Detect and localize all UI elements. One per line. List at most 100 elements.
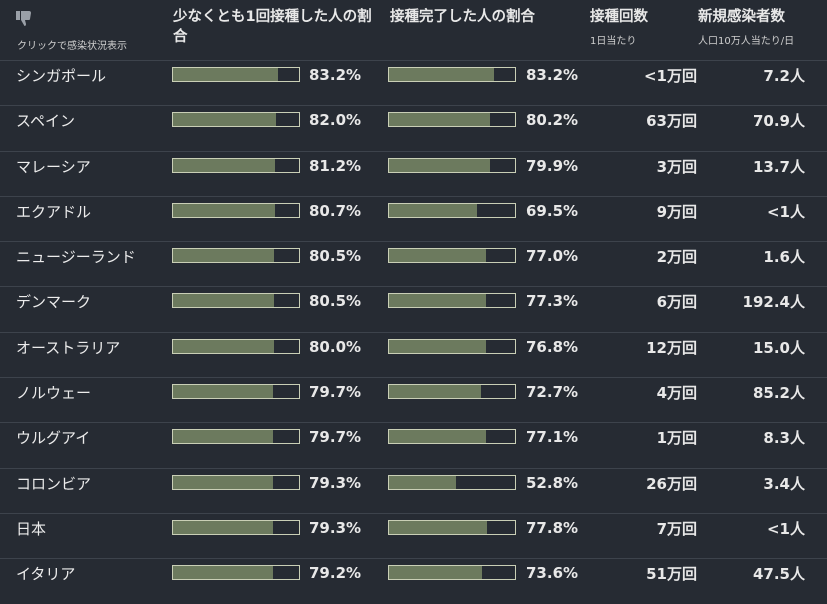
thumbs-down-icon[interactable] (15, 9, 33, 27)
country-name[interactable]: コロンビア (16, 474, 92, 493)
one-dose-bar-fill (173, 475, 273, 489)
country-name[interactable]: オーストラリア (16, 338, 121, 357)
full-dose-value: 69.5% (526, 201, 579, 220)
full-dose-bar-fill (389, 430, 487, 444)
full-dose-bar-fill (389, 113, 491, 127)
country-name[interactable]: ニュージーランド (16, 248, 136, 267)
table-row[interactable]: 日本 79.3% 77.8% 7万回 <1人 (0, 512, 827, 558)
click-hint[interactable]: クリックで感染状況表示 (17, 41, 127, 52)
full-dose-value: 80.2% (526, 111, 579, 130)
one-dose-bar-fill (173, 158, 276, 172)
country-name[interactable]: ノルウェー (16, 384, 92, 403)
one-dose-bar (172, 67, 300, 82)
new-cases-value: 1.6人 (763, 248, 805, 267)
full-dose-bar-fill (389, 566, 482, 580)
one-dose-value: 81.2% (309, 156, 362, 175)
table-row[interactable]: ウルグアイ 79.7% 77.1% 1万回 8.3人 (0, 422, 827, 467)
doses-per-day-value: 26万回 (646, 474, 697, 493)
country-name[interactable]: マレーシア (16, 157, 91, 176)
one-dose-bar-fill (173, 203, 275, 217)
doses-per-day-value: 3万回 (656, 157, 697, 176)
table-row[interactable]: エクアドル 80.7% 69.5% 9万回 <1人 (0, 195, 827, 241)
doses-per-day-value: 51万回 (646, 565, 697, 584)
one-dose-bar-fill (173, 249, 275, 263)
one-dose-bar (172, 474, 300, 490)
full-dose-bar (388, 429, 516, 445)
one-dose-value: 80.0% (309, 337, 362, 356)
full-dose-value: 77.0% (526, 247, 579, 266)
table-row[interactable]: コロンビア 79.3% 52.8% 26万回 3.4人 (0, 467, 827, 513)
country-name[interactable]: スペイン (16, 112, 75, 131)
header-cases[interactable]: 新規感染者数 (698, 9, 785, 25)
full-dose-bar-fill (389, 520, 488, 534)
table-body: シンガポール 83.2% 83.2% <1万回 7.2人 スペイン 82.0% 80.2% 63… (0, 60, 827, 604)
one-dose-value: 80.7% (309, 201, 362, 220)
full-dose-bar (388, 248, 516, 264)
one-dose-bar (172, 202, 300, 218)
full-dose-value: 77.1% (526, 428, 579, 447)
table-row[interactable]: オーストラリア 80.0% 76.8% 12万回 15.0人 (0, 331, 827, 377)
new-cases-value: 7.2人 (763, 67, 805, 85)
one-dose-value: 79.3% (309, 473, 362, 492)
full-dose-bar (388, 474, 516, 490)
one-dose-value: 79.7% (309, 428, 362, 447)
table-row[interactable]: ノルウェー 79.7% 72.7% 4万回 85.2人 (0, 377, 827, 422)
full-dose-value: 52.8% (526, 473, 579, 492)
new-cases-value: 3.4人 (763, 474, 805, 493)
full-dose-bar (388, 384, 516, 400)
header-one-dose[interactable]: 少なくとも1回接種した人の割合 (173, 9, 372, 45)
header-doses[interactable]: 接種回数 (590, 9, 648, 25)
country-name[interactable]: シンガポール (16, 67, 107, 85)
full-dose-bar (388, 112, 516, 128)
full-dose-bar-fill (389, 203, 477, 217)
country-name[interactable]: エクアドル (16, 202, 92, 221)
full-dose-value: 76.8% (526, 337, 579, 356)
country-name[interactable]: ウルグアイ (16, 429, 91, 448)
doses-per-day-value: <1万回 (643, 67, 697, 85)
table-row[interactable]: イタリア 79.2% 73.6% 51万回 47.5人 (0, 558, 827, 603)
full-dose-bar-fill (389, 249, 487, 263)
one-dose-bar (172, 112, 300, 128)
full-dose-value: 72.7% (526, 383, 579, 402)
one-dose-bar-fill (173, 385, 274, 399)
country-name[interactable]: 日本 (16, 519, 47, 538)
one-dose-bar (172, 157, 300, 173)
full-dose-bar-fill (389, 385, 481, 399)
one-dose-bar-fill (173, 520, 273, 534)
table-row[interactable]: マレーシア 81.2% 79.9% 3万回 13.7人 (0, 150, 827, 196)
new-cases-value: 85.2人 (752, 384, 805, 403)
new-cases-value: <1人 (766, 202, 805, 221)
table-row[interactable]: デンマーク 80.5% 77.3% 6万回 192.4人 (0, 286, 827, 331)
table-row[interactable]: ニュージーランド 80.5% 77.0% 2万回 1.6人 (0, 241, 827, 286)
country-name[interactable]: デンマーク (16, 293, 92, 312)
one-dose-value: 82.0% (309, 111, 362, 130)
doses-per-day-value: 7万回 (656, 519, 697, 538)
full-dose-bar-fill (389, 158, 490, 172)
one-dose-value: 79.7% (309, 383, 362, 402)
full-dose-bar (388, 157, 516, 173)
full-dose-value: 79.9% (526, 156, 579, 175)
full-dose-value: 77.3% (526, 292, 579, 311)
full-dose-value: 73.6% (526, 564, 579, 583)
new-cases-value: <1人 (766, 519, 805, 538)
one-dose-bar (172, 565, 300, 581)
one-dose-bar (172, 293, 300, 309)
new-cases-value: 47.5人 (752, 565, 805, 584)
full-dose-bar (388, 519, 516, 535)
full-dose-value: 83.2% (526, 66, 579, 84)
table-header: クリックで感染状況表示 少なくとも1回接種した人の割合 接種完了した人の割合 接… (0, 0, 827, 62)
header-full-dose[interactable]: 接種完了した人の割合 (390, 9, 535, 25)
full-dose-bar-fill (389, 294, 487, 308)
one-dose-bar (172, 429, 300, 445)
header-doses-sub: 1日当たり (590, 36, 637, 47)
country-name[interactable]: イタリア (16, 565, 76, 584)
table-row[interactable]: シンガポール 83.2% 83.2% <1万回 7.2人 (0, 60, 827, 105)
new-cases-value: 13.7人 (752, 157, 805, 176)
table-row[interactable]: スペイン 82.0% 80.2% 63万回 70.9人 (0, 105, 827, 150)
one-dose-value: 80.5% (309, 247, 362, 266)
one-dose-bar-fill (173, 68, 278, 81)
one-dose-bar-fill (173, 339, 274, 353)
full-dose-bar (388, 202, 516, 218)
doses-per-day-value: 6万回 (656, 293, 697, 312)
new-cases-value: 70.9人 (752, 112, 805, 131)
